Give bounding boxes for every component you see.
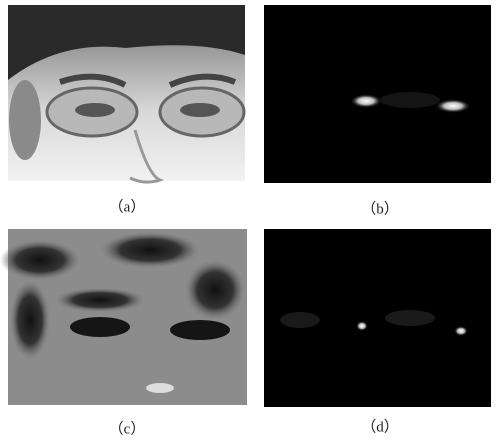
dark-eye <box>170 320 230 340</box>
bright-spot <box>350 94 382 108</box>
map-background <box>264 5 491 183</box>
caption: （b） <box>361 200 399 217</box>
light-spot <box>146 383 174 393</box>
faint-spot <box>385 310 435 326</box>
faint-spot <box>380 92 440 108</box>
faint-spot <box>280 312 320 328</box>
page: （a） （b） （c） （d） (() => { const data = JS… <box>0 0 497 441</box>
dark-region <box>55 288 145 312</box>
bright-spot <box>435 99 471 113</box>
dark-eye <box>70 317 130 337</box>
dark-region <box>0 240 80 280</box>
dark-region <box>10 280 50 360</box>
eye-right <box>180 103 220 117</box>
panel-d-image <box>264 229 491 407</box>
dark-region <box>100 232 200 268</box>
panel-a-image <box>8 5 245 182</box>
eye-left <box>75 103 115 117</box>
bright-spot <box>356 321 368 331</box>
caption: （d） <box>361 418 399 435</box>
figure: （a） （b） （c） （d） <box>0 0 497 441</box>
ear <box>9 80 41 160</box>
bright-spot <box>454 326 468 336</box>
panel-b-image <box>264 5 491 183</box>
dark-region <box>185 260 245 320</box>
caption: （c） <box>109 420 146 437</box>
panel-c-image <box>0 229 247 405</box>
caption: （a） <box>109 198 146 215</box>
